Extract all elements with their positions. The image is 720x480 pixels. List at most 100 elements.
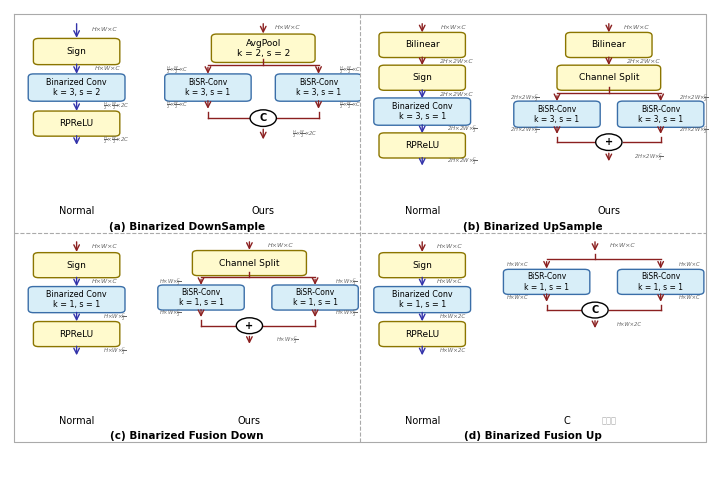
Text: H×W×$\frac{C}{2}$: H×W×$\frac{C}{2}$	[158, 308, 181, 319]
Circle shape	[595, 134, 622, 150]
FancyBboxPatch shape	[33, 111, 120, 136]
Text: (a) Binarized DownSample: (a) Binarized DownSample	[109, 222, 265, 232]
Text: Channel Split: Channel Split	[579, 73, 639, 82]
Text: BiSR-Conv
k = 3, s = 1: BiSR-Conv k = 3, s = 1	[296, 78, 341, 97]
Text: Normal: Normal	[405, 206, 440, 216]
Text: RPReLU: RPReLU	[60, 119, 94, 128]
Text: H×W×C: H×W×C	[274, 25, 300, 30]
Text: 2H×2W×$\frac{C}{2}$: 2H×2W×$\frac{C}{2}$	[679, 124, 708, 136]
Text: Binarized Conv
k = 1, s = 1: Binarized Conv k = 1, s = 1	[392, 290, 453, 309]
Text: Normal: Normal	[405, 416, 440, 426]
Text: H×W×C: H×W×C	[679, 262, 701, 267]
FancyBboxPatch shape	[28, 74, 125, 101]
Text: 2H×2W×$\frac{C}{2}$: 2H×2W×$\frac{C}{2}$	[679, 92, 708, 104]
FancyBboxPatch shape	[379, 33, 465, 58]
Text: 新智元: 新智元	[601, 416, 616, 425]
Text: (c) Binarized Fusion Down: (c) Binarized Fusion Down	[110, 432, 264, 442]
FancyBboxPatch shape	[192, 251, 307, 276]
FancyBboxPatch shape	[379, 322, 465, 347]
Text: H×W×C: H×W×C	[268, 243, 293, 248]
Text: $\frac{H}{2}$$\times$$\frac{W}{2}$$\times$C: $\frac{H}{2}$$\times$$\frac{W}{2}$$\time…	[338, 99, 361, 111]
Text: Normal: Normal	[59, 206, 94, 216]
Text: RPReLU: RPReLU	[405, 330, 439, 338]
Text: H×W×$\frac{C}{2}$: H×W×$\frac{C}{2}$	[158, 276, 181, 288]
FancyBboxPatch shape	[33, 322, 120, 347]
Text: H×W×C: H×W×C	[95, 67, 120, 72]
Text: H×W×C: H×W×C	[91, 279, 117, 284]
Text: H×W×2C: H×W×2C	[617, 322, 642, 327]
Text: BiSR-Conv
k = 3, s = 1: BiSR-Conv k = 3, s = 1	[185, 78, 230, 97]
FancyBboxPatch shape	[503, 269, 590, 294]
Text: BiSR-Conv
k = 3, s = 1: BiSR-Conv k = 3, s = 1	[534, 105, 580, 124]
Text: Binarized Conv
k = 3, s = 1: Binarized Conv k = 3, s = 1	[392, 102, 453, 121]
Text: H×W×C: H×W×C	[91, 244, 117, 249]
Text: Sign: Sign	[67, 261, 86, 270]
FancyBboxPatch shape	[618, 269, 704, 294]
Text: H×W×C: H×W×C	[91, 27, 117, 32]
Text: $\frac{H}{2}$$\times$$\frac{W}{2}$$\times$2C: $\frac{H}{2}$$\times$$\frac{W}{2}$$\time…	[103, 100, 130, 112]
Text: (b) Binarized UpSample: (b) Binarized UpSample	[463, 222, 603, 232]
Text: BiSR-Conv
k = 1, s = 1: BiSR-Conv k = 1, s = 1	[524, 272, 569, 291]
FancyBboxPatch shape	[272, 285, 359, 310]
Text: $\frac{H}{2}$$\times$$\frac{W}{2}$$\times$2C: $\frac{H}{2}$$\times$$\frac{W}{2}$$\time…	[292, 128, 318, 140]
Text: H×W×C: H×W×C	[506, 262, 528, 267]
FancyBboxPatch shape	[28, 287, 125, 312]
FancyBboxPatch shape	[379, 65, 465, 90]
Text: 2H×2W×C: 2H×2W×C	[440, 92, 474, 96]
Text: H×W×C: H×W×C	[610, 243, 636, 248]
Text: H×W×C: H×W×C	[437, 244, 463, 249]
Text: (d) Binarized Fusion Up: (d) Binarized Fusion Up	[464, 432, 602, 442]
Text: Binarized Conv
k = 1, s = 1: Binarized Conv k = 1, s = 1	[46, 290, 107, 309]
Text: RPReLU: RPReLU	[405, 141, 439, 150]
Text: BiSR-Conv
k = 3, s = 1: BiSR-Conv k = 3, s = 1	[638, 105, 683, 124]
Text: H×W×C: H×W×C	[506, 296, 528, 300]
Text: H×W×$\frac{C}{2}$: H×W×$\frac{C}{2}$	[103, 345, 127, 357]
Text: BiSR-Conv
k = 1, s = 1: BiSR-Conv k = 1, s = 1	[638, 272, 683, 291]
Text: 2H×2W×$\frac{C}{2}$: 2H×2W×$\frac{C}{2}$	[510, 124, 539, 136]
Text: 2H×2W×C: 2H×2W×C	[626, 59, 660, 64]
Text: 2H×2W×C: 2H×2W×C	[440, 59, 474, 64]
Text: C: C	[591, 305, 598, 315]
Text: BiSR-Conv
k = 1, s = 1: BiSR-Conv k = 1, s = 1	[292, 288, 338, 307]
FancyBboxPatch shape	[33, 38, 120, 65]
Text: Sign: Sign	[413, 73, 432, 82]
Text: Sign: Sign	[67, 47, 86, 56]
FancyBboxPatch shape	[165, 74, 251, 101]
FancyBboxPatch shape	[158, 285, 244, 310]
Text: H×W×2C: H×W×2C	[440, 348, 467, 353]
FancyBboxPatch shape	[33, 252, 120, 278]
Text: 2H×2W×$\frac{C}{2}$: 2H×2W×$\frac{C}{2}$	[634, 151, 663, 163]
Text: $\frac{H}{2}$$\times$$\frac{W}{2}$$\times$2C: $\frac{H}{2}$$\times$$\frac{W}{2}$$\time…	[103, 134, 130, 146]
Text: H×W×$\frac{C}{2}$: H×W×$\frac{C}{2}$	[335, 308, 357, 319]
Text: $\frac{H}{2}$$\times$$\frac{W}{2}$$\times$C: $\frac{H}{2}$$\times$$\frac{W}{2}$$\time…	[166, 64, 188, 76]
Text: H×W×C: H×W×C	[441, 25, 466, 30]
Text: Channel Split: Channel Split	[219, 259, 279, 267]
Text: AvgPool
k = 2, s = 2: AvgPool k = 2, s = 2	[237, 38, 290, 58]
Text: 2H×2W×$\frac{C}{2}$: 2H×2W×$\frac{C}{2}$	[446, 123, 477, 135]
FancyBboxPatch shape	[514, 101, 600, 127]
Text: H×W×C: H×W×C	[624, 25, 649, 30]
Text: 2H×2W×$\frac{C}{2}$: 2H×2W×$\frac{C}{2}$	[510, 92, 539, 104]
Text: $\frac{H}{2}$$\times$$\frac{W}{2}$$\times$C: $\frac{H}{2}$$\times$$\frac{W}{2}$$\time…	[166, 99, 188, 111]
Text: BiSR-Conv
k = 1, s = 1: BiSR-Conv k = 1, s = 1	[179, 288, 223, 307]
Text: $\frac{H}{2}$$\times$$\frac{W}{2}$$\times$C: $\frac{H}{2}$$\times$$\frac{W}{2}$$\time…	[338, 64, 361, 76]
Text: RPReLU: RPReLU	[60, 330, 94, 338]
FancyBboxPatch shape	[374, 98, 471, 125]
Text: H×W×$\frac{C}{2}$: H×W×$\frac{C}{2}$	[335, 276, 357, 288]
Text: C: C	[260, 113, 267, 123]
FancyBboxPatch shape	[275, 74, 361, 101]
Circle shape	[236, 318, 263, 334]
Circle shape	[582, 302, 608, 318]
Text: C: C	[564, 416, 571, 426]
Text: H×W×C: H×W×C	[437, 279, 463, 284]
Circle shape	[250, 110, 276, 126]
FancyBboxPatch shape	[566, 33, 652, 58]
Text: Ours: Ours	[252, 206, 275, 216]
Text: Ours: Ours	[598, 206, 621, 216]
Text: Normal: Normal	[59, 416, 94, 426]
Text: +: +	[605, 137, 613, 147]
Text: +: +	[246, 321, 253, 331]
Text: Bilinear: Bilinear	[592, 40, 626, 49]
FancyBboxPatch shape	[379, 133, 465, 158]
Text: Binarized Conv
k = 3, s = 2: Binarized Conv k = 3, s = 2	[46, 78, 107, 97]
